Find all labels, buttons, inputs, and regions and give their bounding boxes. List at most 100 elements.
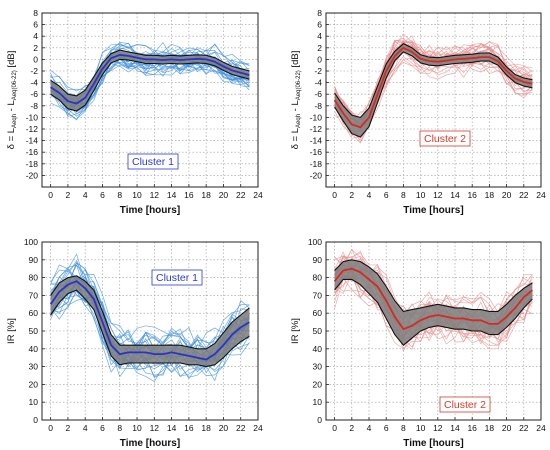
x-tick-label: 8 [401,423,406,433]
confidence-band [334,259,533,346]
individual-trace [50,54,250,111]
y-tick-label: 60 [313,308,323,318]
y-tick-label: -2 [314,66,322,76]
y-tick-label: -18 [26,159,39,169]
y-tick-label: -2 [30,66,38,76]
cluster-annotation-box [151,269,203,286]
x-tick-label: 6 [100,423,105,433]
x-tick-label: 10 [132,190,142,200]
x-tick-label: 20 [219,190,229,200]
confidence-band [334,43,533,138]
x-tick-label: 20 [502,423,512,433]
cluster-annotation: Cluster 1 [132,156,174,168]
cluster-annotation-box [127,153,179,170]
x-tick-label: 12 [150,190,160,200]
individual-trace [50,262,250,350]
x-tick-label: 12 [150,423,160,433]
y-tick-label: -10 [310,112,323,122]
x-tick-label: 20 [219,423,229,433]
y-tick-label: 30 [29,362,39,372]
x-tick-label: 6 [384,423,389,433]
x-tick-label: 10 [416,190,426,200]
x-tick-label: 10 [132,423,142,433]
x-tick-label: 22 [519,190,529,200]
y-tick-label: -20 [26,170,39,180]
y-tick-label: 30 [313,362,323,372]
lower-bound-line [50,58,250,112]
x-tick-label: 2 [66,190,71,200]
x-tick-label: 16 [184,423,194,433]
y-tick-label: 50 [313,326,323,336]
y-tick-label: -16 [310,147,323,157]
y-tick-label: -12 [310,124,323,134]
mean-line [333,46,533,129]
cluster-annotation: Cluster 2 [424,133,466,145]
x-tick-label: 16 [467,190,477,200]
y-tick-label: -4 [314,78,322,88]
y-tick-label: -16 [26,147,39,157]
x-tick-label: 8 [401,190,406,200]
lower-bound-line [334,51,533,138]
x-tick-label: 24 [253,423,263,433]
x-tick-label: 4 [367,423,372,433]
x-tick-label: 14 [450,423,460,433]
upper-bound-line [334,259,533,313]
x-tick-label: 6 [100,190,105,200]
y-axis-label: δ = LAeqh - LAeq(06-22) [dB] [290,51,302,150]
x-tick-label: 24 [536,423,546,433]
y-axis-label: IR [%] [290,318,301,344]
individual-trace [334,37,533,121]
y-tick-label: 2 [317,43,322,53]
individual-trace [50,42,250,91]
y-tick-label: -14 [26,136,39,146]
upper-bound-line [50,49,250,97]
y-tick-label: -10 [26,112,39,122]
x-tick-label: 18 [201,190,211,200]
x-tick-label: 4 [83,423,88,433]
y-tick-label: -18 [310,159,323,169]
y-tick-label: 0 [317,54,322,64]
x-tick-label: 24 [253,190,263,200]
x-tick-label: 0 [332,190,337,200]
y-tick-label: -8 [314,101,322,111]
individual-trace [334,43,533,115]
upper-bound-line [334,43,533,119]
y-tick-label: -12 [26,124,39,134]
x-tick-label: 0 [48,190,53,200]
x-tick-label: 8 [117,423,122,433]
y-tick-label: 80 [29,273,39,283]
mean-line [49,280,250,361]
individual-trace [50,253,250,351]
chart-panel-4: 0 2 4 6 8 10 12 14 16 18 20 22 240102030405060708090… [290,237,546,449]
x-axis-label: Time [hours] [120,205,180,216]
x-tick-label: 8 [117,190,122,200]
y-axis-label: IR [%] [6,318,17,344]
x-tick-label: 2 [66,423,71,433]
lower-bound-line [334,278,533,346]
y-tick-label: 40 [313,344,323,354]
chart-panel-2: 0 2 4 6 8 10 12 14 16 18 20 22 24-20-18-16-14-12-10-… [290,8,546,216]
y-tick-label: -6 [30,89,38,99]
y-tick-label: 0 [33,54,38,64]
individual-trace [334,35,533,125]
individual-trace [50,60,250,115]
x-tick-label: 22 [519,423,529,433]
lower-bound-line [50,289,250,368]
y-tick-label: 20 [29,379,39,389]
cluster-annotation: Cluster 1 [156,272,198,284]
x-tick-label: 0 [48,423,53,433]
y-tick-label: 90 [313,255,323,265]
cluster-annotation: Cluster 2 [444,399,486,411]
y-tick-label: 4 [317,31,322,41]
x-tick-label: 18 [485,190,495,200]
x-tick-label: 18 [201,423,211,433]
x-tick-label: 14 [450,190,460,200]
cluster-annotation-box [439,396,491,413]
x-tick-label: 22 [236,190,246,200]
y-axis-label: δ = LAeqh - LAeq(06-22) [dB] [6,51,18,150]
x-tick-label: 24 [536,190,546,200]
x-axis-label: Time [hours] [403,438,463,449]
y-tick-label: 40 [29,344,39,354]
plot-frame [41,12,259,188]
x-tick-label: 14 [167,190,177,200]
